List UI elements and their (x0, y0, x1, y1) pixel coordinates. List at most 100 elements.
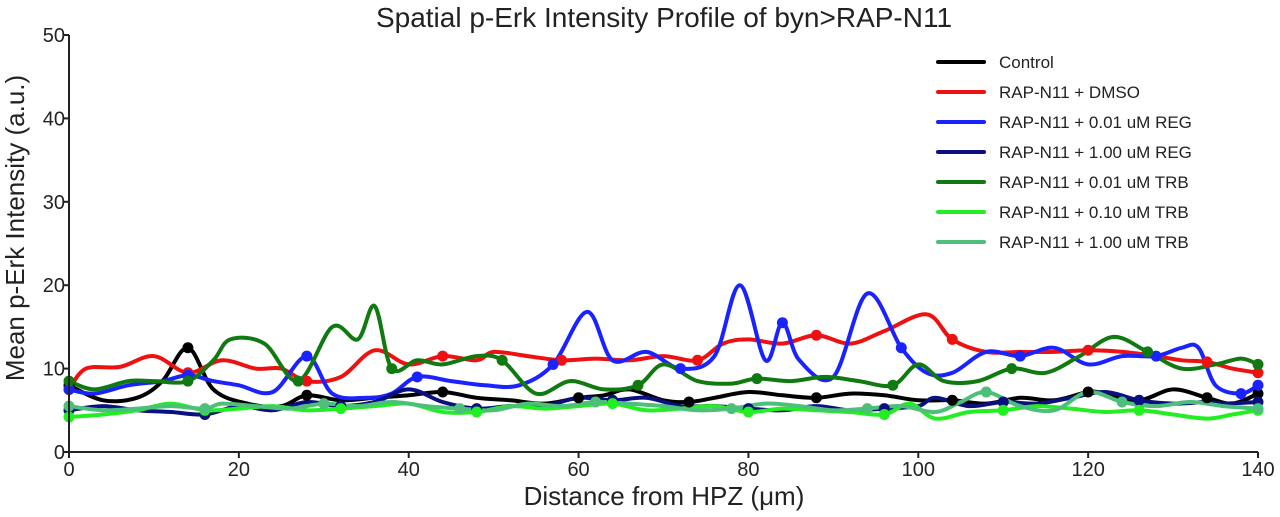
y-tick-label: 50 (43, 25, 65, 47)
data-point (1150, 350, 1162, 362)
series-3 (67, 387, 1260, 417)
data-point (725, 403, 737, 415)
data-point (411, 371, 423, 383)
x-tick-label: 100 (902, 459, 935, 481)
data-point (810, 329, 822, 341)
y-tick-label: 40 (43, 108, 65, 130)
series-points-6 (63, 386, 1264, 415)
legend-item: RAP-N11 + 1.00 uM TRB (936, 233, 1189, 252)
data-point (1014, 350, 1026, 362)
legend-label: RAP-N11 + DMSO (999, 83, 1140, 102)
data-point (776, 317, 788, 329)
data-point (199, 403, 211, 415)
data-point (810, 392, 822, 404)
data-point (318, 398, 330, 410)
axes: 0 20 40 60 80 100 120 140 0 10 20 30 40 50 (43, 25, 1275, 481)
y-tick-label: 20 (43, 275, 65, 297)
data-point (437, 386, 449, 398)
data-point (437, 350, 449, 362)
data-point (335, 403, 347, 415)
data-point (1142, 346, 1154, 358)
data-point (1082, 386, 1094, 398)
data-point (1252, 367, 1264, 379)
data-point (471, 406, 483, 418)
x-tick-label: 0 (63, 459, 74, 481)
data-point (895, 342, 907, 354)
data-point (1133, 394, 1145, 406)
data-point (496, 354, 508, 366)
legend-label: RAP-N11 + 1.00 uM REG (999, 143, 1192, 162)
data-point (1082, 344, 1094, 356)
chart-title: Spatial p-Erk Intensity Profile of byn>R… (376, 2, 952, 33)
data-point (1006, 363, 1018, 375)
data-point (1252, 379, 1264, 391)
data-point (997, 396, 1009, 408)
legend-item: RAP-N11 + 1.00 uM REG (936, 143, 1192, 162)
data-point (946, 333, 958, 345)
x-tick-label: 120 (1071, 459, 1104, 481)
legend-label: RAP-N11 + 0.01 uM TRB (999, 173, 1189, 192)
data-point (454, 403, 466, 415)
data-point (1235, 388, 1247, 400)
y-tick-label: 0 (54, 442, 65, 464)
legend-item: RAP-N11 + 0.10 uM TRB (936, 203, 1189, 222)
data-point (556, 354, 568, 366)
series-1 (67, 312, 1260, 392)
plot-area (63, 283, 1264, 423)
data-point (590, 396, 602, 408)
series-line (67, 283, 1260, 401)
data-point (1252, 403, 1264, 415)
legend-label: Control (999, 53, 1054, 72)
legend-item: RAP-N11 + DMSO (936, 83, 1140, 102)
data-point (1252, 358, 1264, 370)
data-point (887, 379, 899, 391)
series-6 (67, 389, 1260, 415)
data-point (292, 375, 304, 387)
data-point (751, 373, 763, 385)
legend-label: RAP-N11 + 0.10 uM TRB (999, 203, 1189, 222)
data-point (980, 386, 992, 398)
legend-item: RAP-N11 + 0.01 uM TRB (936, 173, 1189, 192)
x-tick-label: 40 (398, 459, 420, 481)
x-axis-label: Distance from HPZ (μm) (524, 481, 805, 511)
data-point (683, 396, 695, 408)
data-point (861, 403, 873, 415)
legend-item: Control (936, 53, 1054, 72)
data-point (301, 389, 313, 401)
data-point (301, 350, 313, 362)
data-point (573, 392, 585, 404)
y-tick-label: 30 (43, 192, 65, 214)
data-point (182, 375, 194, 387)
series-points-4 (63, 346, 1264, 391)
legend-label: RAP-N11 + 0.01 uM REG (999, 113, 1192, 132)
data-point (674, 363, 686, 375)
x-tick-label: 20 (228, 459, 250, 481)
data-point (1201, 356, 1213, 368)
data-point (1133, 404, 1145, 416)
data-point (1252, 388, 1264, 400)
data-point (301, 375, 313, 387)
data-point (946, 394, 958, 406)
data-point (547, 358, 559, 370)
series-line (67, 312, 1260, 392)
data-point (878, 408, 890, 420)
data-point (632, 379, 644, 391)
y-axis-label: Mean p-Erk Intensity (a.u.) (0, 75, 30, 381)
x-tick-label: 140 (1241, 459, 1274, 481)
data-point (997, 404, 1009, 416)
series-2 (67, 283, 1260, 401)
data-point (1116, 396, 1128, 408)
legend: Control RAP-N11 + DMSO RAP-N11 + 0.01 uM R… (936, 53, 1192, 252)
data-point (386, 363, 398, 375)
series-line (67, 387, 1260, 417)
x-tick-label: 80 (737, 459, 759, 481)
x-tick-label: 60 (567, 459, 589, 481)
data-point (1201, 392, 1213, 404)
y-tick-label: 10 (43, 359, 65, 381)
data-point (182, 342, 194, 354)
data-point (607, 398, 619, 410)
series-line (67, 389, 1260, 415)
data-point (691, 354, 703, 366)
legend-item: RAP-N11 + 0.01 uM REG (936, 113, 1192, 132)
